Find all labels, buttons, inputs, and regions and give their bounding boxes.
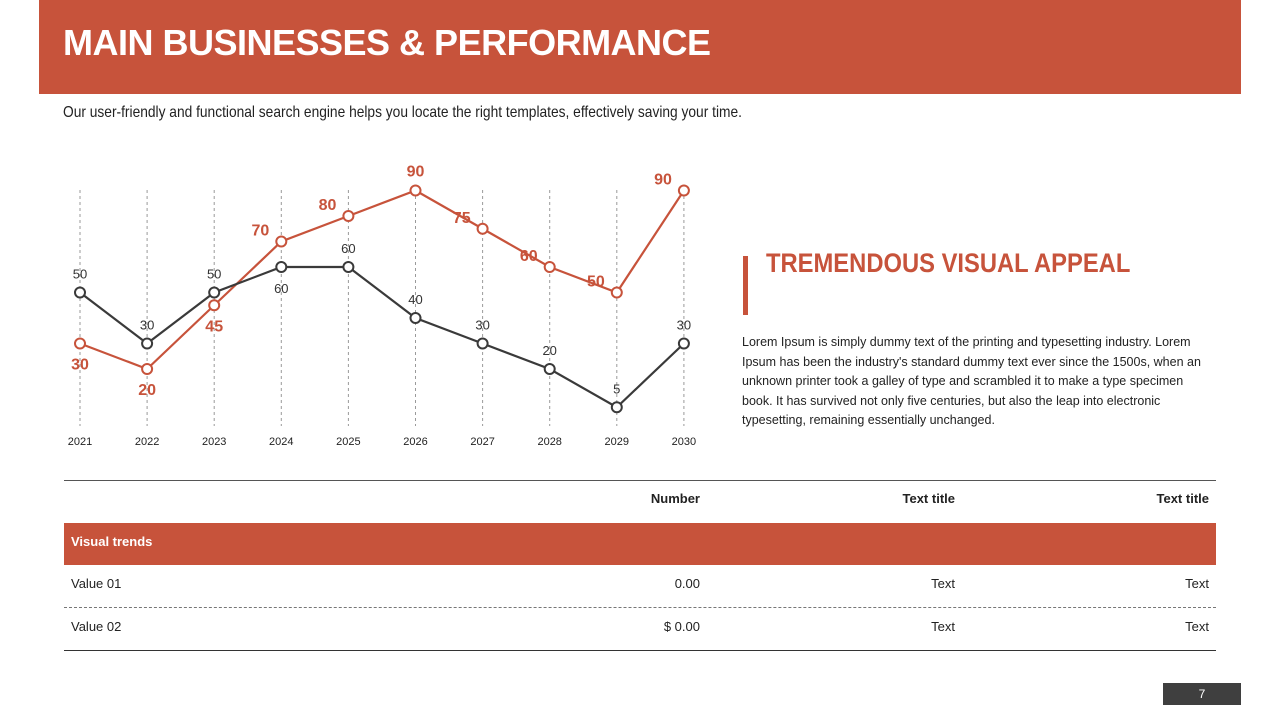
side-title: TREMENDOUS VISUAL APPEAL (766, 248, 1131, 278)
data-label: 50 (73, 267, 87, 282)
header-band (39, 0, 1241, 94)
table-cell: Text (1185, 619, 1209, 634)
data-point (208, 299, 221, 312)
data-point (208, 286, 221, 299)
table-cell: Value 01 (71, 576, 122, 591)
data-point (275, 235, 288, 248)
table-cell: $ 0.00 (663, 619, 700, 634)
x-tick-label: 2029 (605, 436, 629, 448)
table-header-cell: Text title (1156, 491, 1210, 506)
data-point (74, 337, 86, 350)
data-label: 40 (408, 292, 422, 307)
data-table: Number Text title Text title Visual tren… (64, 480, 1216, 651)
table-cell: Text (931, 576, 955, 591)
data-label: 30 (71, 357, 89, 374)
table-cell: Value 02 (71, 619, 122, 634)
x-tick-label: 2022 (135, 436, 159, 448)
data-label: 70 (252, 223, 270, 240)
data-label: 75 (453, 210, 471, 227)
data-point (610, 286, 623, 299)
table-cell: 0.00 (674, 576, 700, 591)
table-header-cell: Text title (902, 491, 956, 506)
data-label: 30 (140, 318, 154, 333)
x-tick-label: 2030 (672, 436, 696, 448)
x-tick-label: 2021 (68, 436, 92, 448)
data-label: 20 (542, 343, 556, 358)
data-point (409, 312, 422, 324)
side-body-text: Lorem Ipsum is simply dummy text of the … (742, 335, 1201, 427)
data-point (476, 222, 489, 235)
table-row: Value 02 $ 0.00 Text Text (64, 608, 1216, 651)
data-label: 90 (654, 172, 672, 189)
line-chart: 2021 2022 2023 2024 2025 2026 2027 2028 2029 2030… (68, 164, 696, 449)
data-point (342, 210, 355, 222)
page-title: MAIN BUSINESSES & PERFORMANCE (63, 22, 711, 63)
data-label: 60 (341, 241, 355, 256)
page-subtitle: Our user-friendly and functional search … (63, 104, 742, 121)
table-cell: Text (1185, 576, 1209, 591)
series-line (79, 265, 685, 409)
series-line (79, 189, 685, 371)
x-tick-label: 2026 (403, 436, 427, 448)
data-label: 90 (407, 164, 425, 181)
data-label: 50 (587, 274, 605, 291)
x-tick-label: 2028 (537, 436, 561, 448)
data-label: 50 (207, 267, 221, 282)
data-label: 30 (475, 318, 489, 333)
table-band-row: Visual trends (64, 523, 1216, 565)
x-tick-label: 2023 (202, 436, 226, 448)
data-label: 60 (274, 281, 288, 296)
data-label: 30 (677, 318, 691, 333)
data-point (409, 184, 422, 197)
data-label: 60 (520, 248, 538, 265)
data-point (543, 363, 556, 375)
data-label: 45 (205, 318, 223, 335)
data-point (677, 337, 690, 350)
table-header-cell: Number (650, 491, 700, 506)
band-label: Visual trends (71, 534, 153, 549)
page-number: 7 (1163, 683, 1241, 705)
data-point (74, 286, 86, 299)
table-row: Value 01 0.00 Text Text (64, 565, 1216, 608)
data-label: 80 (319, 197, 337, 214)
data-point (543, 261, 556, 273)
data-point (610, 401, 623, 414)
data-point (275, 261, 288, 273)
x-tick-label: 2025 (336, 436, 360, 448)
data-point (342, 261, 355, 273)
data-point (677, 184, 690, 197)
table-header-row: Number Text title Text title (64, 480, 1216, 523)
data-label: 20 (138, 382, 156, 399)
data-point (141, 337, 154, 350)
table-cell: Text (931, 619, 955, 634)
x-tick-label: 2027 (470, 436, 494, 448)
data-label: 5 (613, 381, 620, 396)
x-tick-label: 2024 (269, 436, 293, 448)
accent-bar (743, 256, 748, 315)
data-point (141, 363, 154, 375)
data-point (476, 337, 489, 350)
